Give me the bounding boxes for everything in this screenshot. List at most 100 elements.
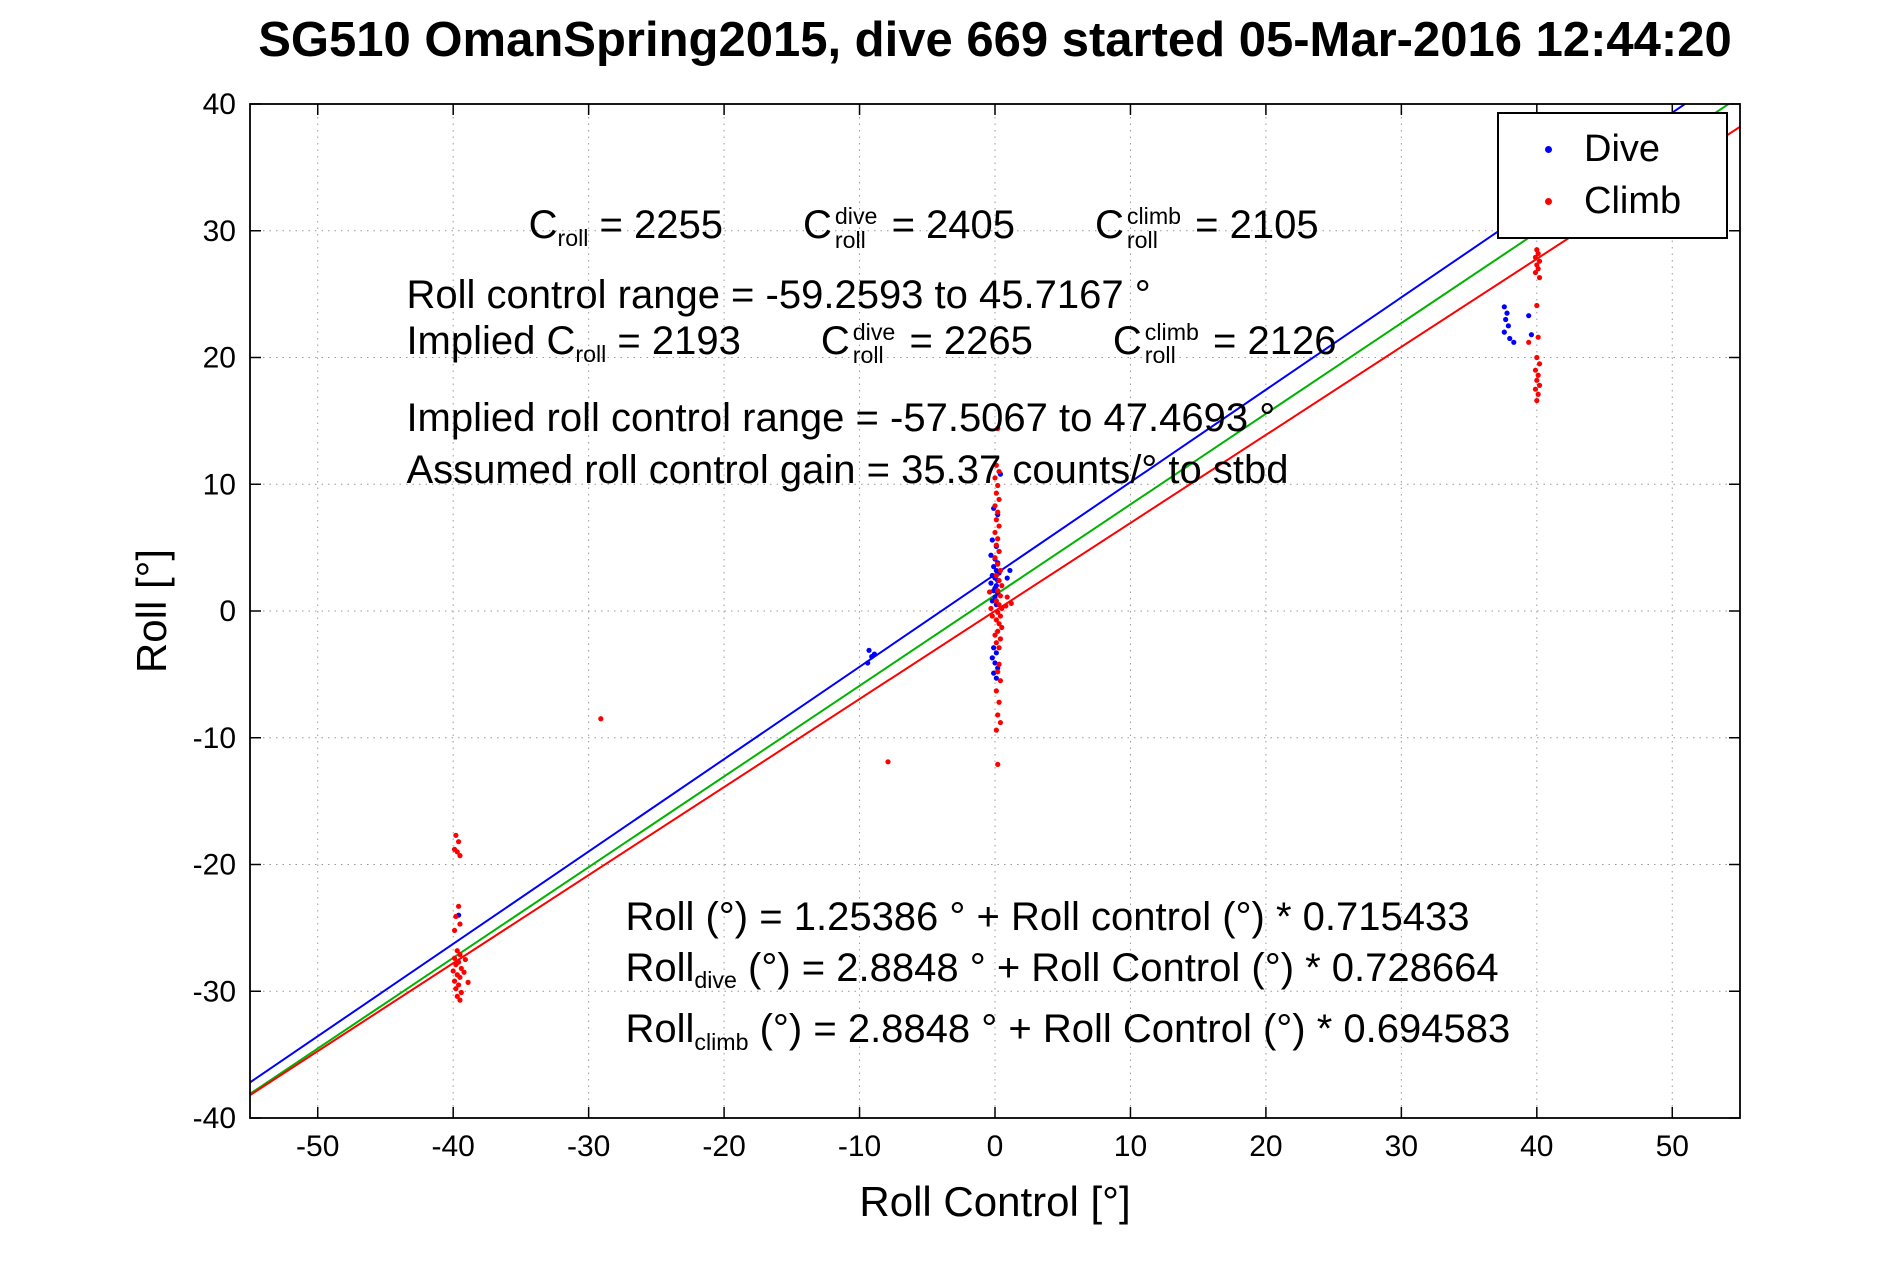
climb-point xyxy=(996,496,1002,503)
dive-point xyxy=(1528,332,1534,338)
climb-point xyxy=(992,475,998,481)
climb-point xyxy=(462,956,468,963)
x-tick-label: -10 xyxy=(838,1130,881,1163)
legend-item-dive: Dive xyxy=(1499,128,1726,171)
climb-point xyxy=(997,636,1004,642)
dive-point xyxy=(989,537,995,543)
dive-point xyxy=(988,552,994,558)
climb-point xyxy=(993,598,999,604)
climb-point xyxy=(997,719,1004,726)
dive-point xyxy=(866,647,872,653)
legend-marker-climb-icon xyxy=(1545,198,1552,206)
climb-point xyxy=(986,589,993,595)
dive-point xyxy=(993,675,999,681)
climb-point xyxy=(458,965,464,972)
climb-point xyxy=(461,969,467,975)
legend-item-climb: Climb xyxy=(1499,180,1726,223)
dive-point xyxy=(991,670,997,676)
x-tick-label: 50 xyxy=(1656,1130,1689,1163)
climb-point xyxy=(1532,367,1539,373)
x-tick-label: -20 xyxy=(702,1130,745,1163)
climb-point xyxy=(993,617,999,623)
legend-label: Climb xyxy=(1584,180,1682,223)
y-tick-label: 30 xyxy=(203,215,236,248)
y-tick-label: -20 xyxy=(193,849,236,882)
climb-point xyxy=(992,555,998,561)
dive-point xyxy=(1504,310,1510,316)
dive-point xyxy=(1501,329,1507,335)
climb-point xyxy=(989,613,995,619)
climb-point xyxy=(1008,600,1014,606)
dive-point xyxy=(871,651,878,657)
climb-point xyxy=(999,605,1005,612)
climb-point xyxy=(1536,382,1543,388)
dive-point xyxy=(865,660,871,666)
y-tick-label: -40 xyxy=(193,1102,236,1135)
dive-point xyxy=(1511,339,1517,345)
climb-point xyxy=(996,577,1002,584)
climb-point xyxy=(996,621,1002,627)
climb-point xyxy=(995,536,1001,542)
climb-point xyxy=(999,624,1005,631)
y-tick-label: 40 xyxy=(203,88,236,121)
climb-point xyxy=(995,561,1001,567)
climb-point xyxy=(1003,603,1009,609)
climb-point xyxy=(457,921,463,927)
climb-point xyxy=(453,913,459,920)
climb-point xyxy=(458,989,464,996)
climb-point xyxy=(995,712,1001,718)
climb-point xyxy=(453,962,459,968)
x-tick-label: 40 xyxy=(1520,1130,1553,1163)
climb-point xyxy=(456,839,462,845)
climb-point xyxy=(456,903,462,909)
x-tick-label: 10 xyxy=(1114,1130,1147,1163)
climb-point xyxy=(453,986,459,992)
climb-point xyxy=(1535,250,1541,257)
y-axis-label: Roll [°] xyxy=(128,548,175,674)
climb-point xyxy=(1536,258,1543,264)
climb-point xyxy=(1532,269,1539,276)
climb-point xyxy=(451,927,458,934)
climb-point xyxy=(1532,254,1539,260)
climb-point xyxy=(1004,594,1010,600)
climb-point xyxy=(456,982,462,988)
climb-point xyxy=(1534,377,1540,383)
dive-point xyxy=(992,660,998,666)
x-tick-label: 0 xyxy=(987,1130,1004,1163)
dive-point xyxy=(1505,323,1511,329)
dive-point xyxy=(991,588,997,594)
y-tick-label: 20 xyxy=(203,342,236,375)
climb-point xyxy=(465,979,471,985)
x-tick-label: 30 xyxy=(1385,1130,1418,1163)
climb-point xyxy=(993,572,999,579)
climb-point xyxy=(996,645,1002,651)
climb-point xyxy=(451,955,458,961)
climb-point xyxy=(995,628,1001,634)
climb-point xyxy=(457,974,463,980)
x-tick-label: -30 xyxy=(567,1130,610,1163)
climb-point xyxy=(993,542,999,548)
x-tick-label: -40 xyxy=(432,1130,475,1163)
climb-point xyxy=(999,583,1005,589)
climb-point xyxy=(1536,361,1543,367)
climb-point xyxy=(997,593,1004,599)
climb-point xyxy=(992,529,998,536)
climb-point xyxy=(995,588,1001,594)
x-tick-label: -50 xyxy=(296,1130,339,1163)
y-tick-label: -30 xyxy=(193,975,236,1008)
climb-point xyxy=(993,640,999,646)
climb-point xyxy=(993,517,999,523)
climb-point xyxy=(1526,339,1532,345)
climb-point xyxy=(457,951,463,958)
climb-point xyxy=(1535,372,1541,378)
climb-point xyxy=(598,716,604,722)
climb-point xyxy=(995,669,1001,675)
legend: Dive Climb xyxy=(1497,112,1728,239)
legend-marker-dive-icon xyxy=(1545,145,1552,153)
climb-point xyxy=(1532,386,1539,392)
climb-point xyxy=(995,482,1001,489)
climb-point xyxy=(992,632,998,638)
chart-title: SG510 OmanSpring2015, dive 669 started 0… xyxy=(258,13,1732,67)
climb-point xyxy=(995,609,1001,615)
